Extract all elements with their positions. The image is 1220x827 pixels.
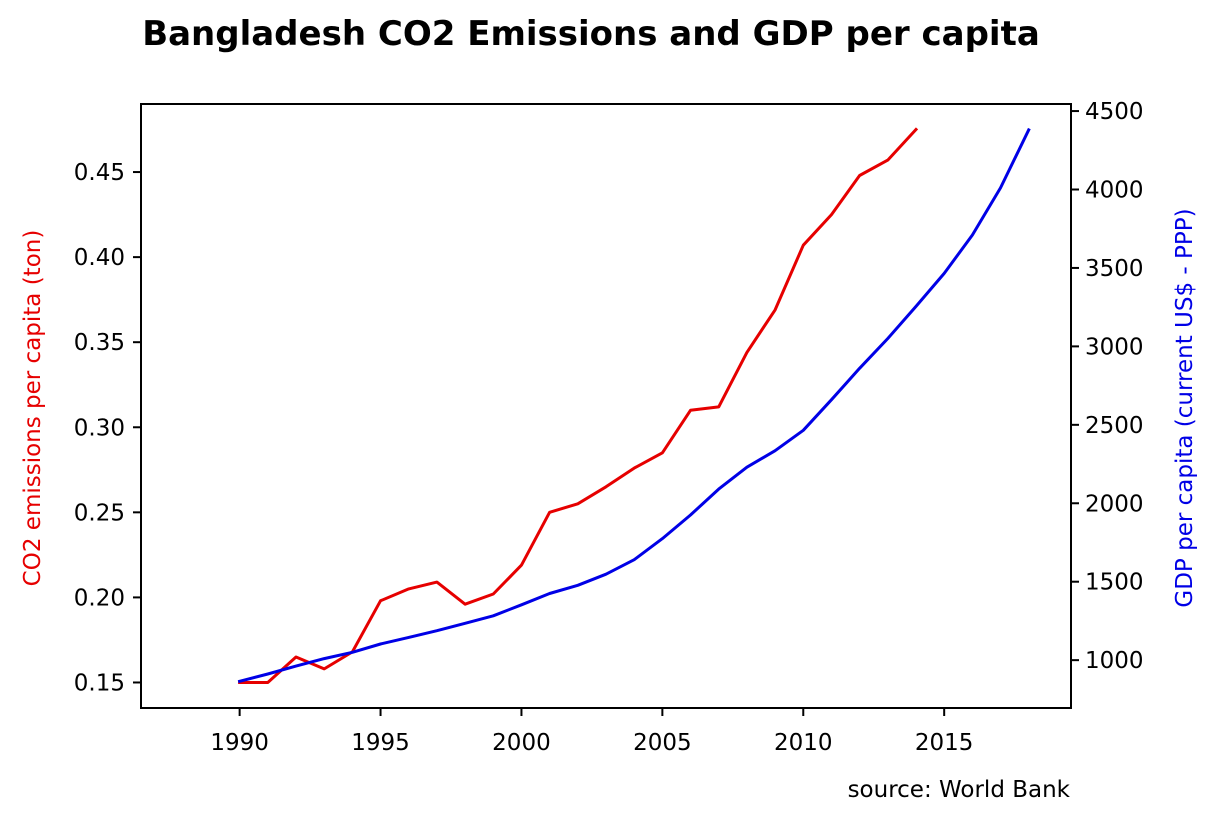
- right-y-axis-label: GDP per capita (current US$ - PPP): [1172, 208, 1198, 607]
- left-y-tick-label: 0.35: [74, 330, 125, 356]
- x-tick-label: 2005: [633, 730, 692, 756]
- left-y-tick-label: 0.40: [74, 245, 125, 271]
- x-tick-label: 2010: [774, 730, 833, 756]
- right-y-tick-label: 1500: [1085, 570, 1144, 596]
- chart-title: Bangladesh CO2 Emissions and GDP per cap…: [142, 14, 1040, 54]
- left-y-tick-label: 0.15: [74, 670, 125, 696]
- x-tick-label: 1995: [351, 730, 410, 756]
- left-y-tick-label: 0.20: [74, 585, 125, 611]
- co2-series-line: [238, 127, 919, 684]
- right-y-tick-label: 4500: [1085, 99, 1144, 125]
- right-y-tick-label: 4000: [1085, 178, 1144, 204]
- left-y-axis-label: CO2 emissions per capita (ton): [20, 230, 46, 587]
- x-tick-label: 2000: [492, 730, 551, 756]
- right-y-tick-label: 2000: [1085, 491, 1144, 517]
- source-note: source: World Bank: [847, 777, 1070, 803]
- right-y-tick-label: 3000: [1085, 334, 1144, 360]
- x-tick-label: 1990: [210, 730, 269, 756]
- left-y-tick-label: 0.30: [74, 415, 125, 441]
- left-y-tick-label: 0.45: [74, 160, 125, 186]
- plot-frame: [140, 103, 1072, 709]
- plot-area: [237, 127, 1031, 684]
- x-tick-label: 2015: [915, 730, 974, 756]
- right-y-tick-label: 3500: [1085, 256, 1144, 282]
- axes: 1990 1995 2000 2005 2010 2015 0.15 0.20 0.25 0.30…: [20, 99, 1198, 756]
- gdp-series-line: [237, 127, 1031, 684]
- left-y-tick-label: 0.25: [74, 500, 125, 526]
- right-y-tick-label: 1000: [1085, 648, 1144, 674]
- right-y-tick-label: 2500: [1085, 413, 1144, 439]
